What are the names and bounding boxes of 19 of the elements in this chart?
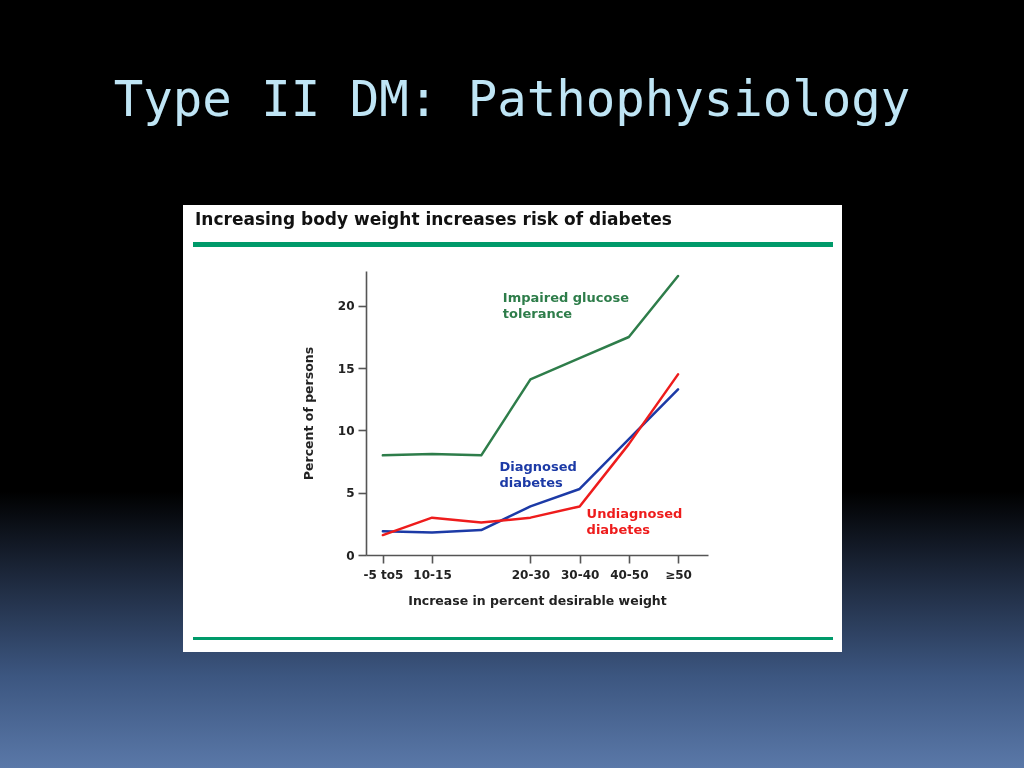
x-tick-label: 40-50 bbox=[610, 567, 649, 582]
x-tick-label: -5 to5 bbox=[363, 567, 404, 582]
x-axis-title: Increase in percent desirable weight bbox=[408, 592, 667, 608]
series-label: Undiagnosed diabetes bbox=[586, 505, 683, 537]
series-label: Impaired glucose tolerance bbox=[502, 289, 630, 321]
chart-subtitle: Increasing body weight increases risk of diabetes bbox=[195, 208, 672, 230]
y-axis-title: Percent of persons bbox=[300, 346, 316, 481]
series-label: Diagnosed diabetes bbox=[499, 458, 577, 490]
y-tick-label: 5 bbox=[346, 486, 355, 501]
x-tick-label: 20-30 bbox=[511, 567, 551, 582]
x-tick-label: 30-40 bbox=[560, 567, 600, 582]
x-tick-label: 10-15 bbox=[413, 567, 452, 582]
y-tick-label: 15 bbox=[337, 361, 355, 376]
x-tick-label: ≥50 bbox=[665, 567, 692, 582]
y-tick-label: 20 bbox=[337, 299, 355, 314]
line-series bbox=[381, 274, 680, 457]
chart-title: Type II DM: Pathophysiology bbox=[112, 70, 912, 130]
y-tick-label: 10 bbox=[337, 423, 355, 438]
y-tick-label: 0 bbox=[346, 548, 355, 563]
